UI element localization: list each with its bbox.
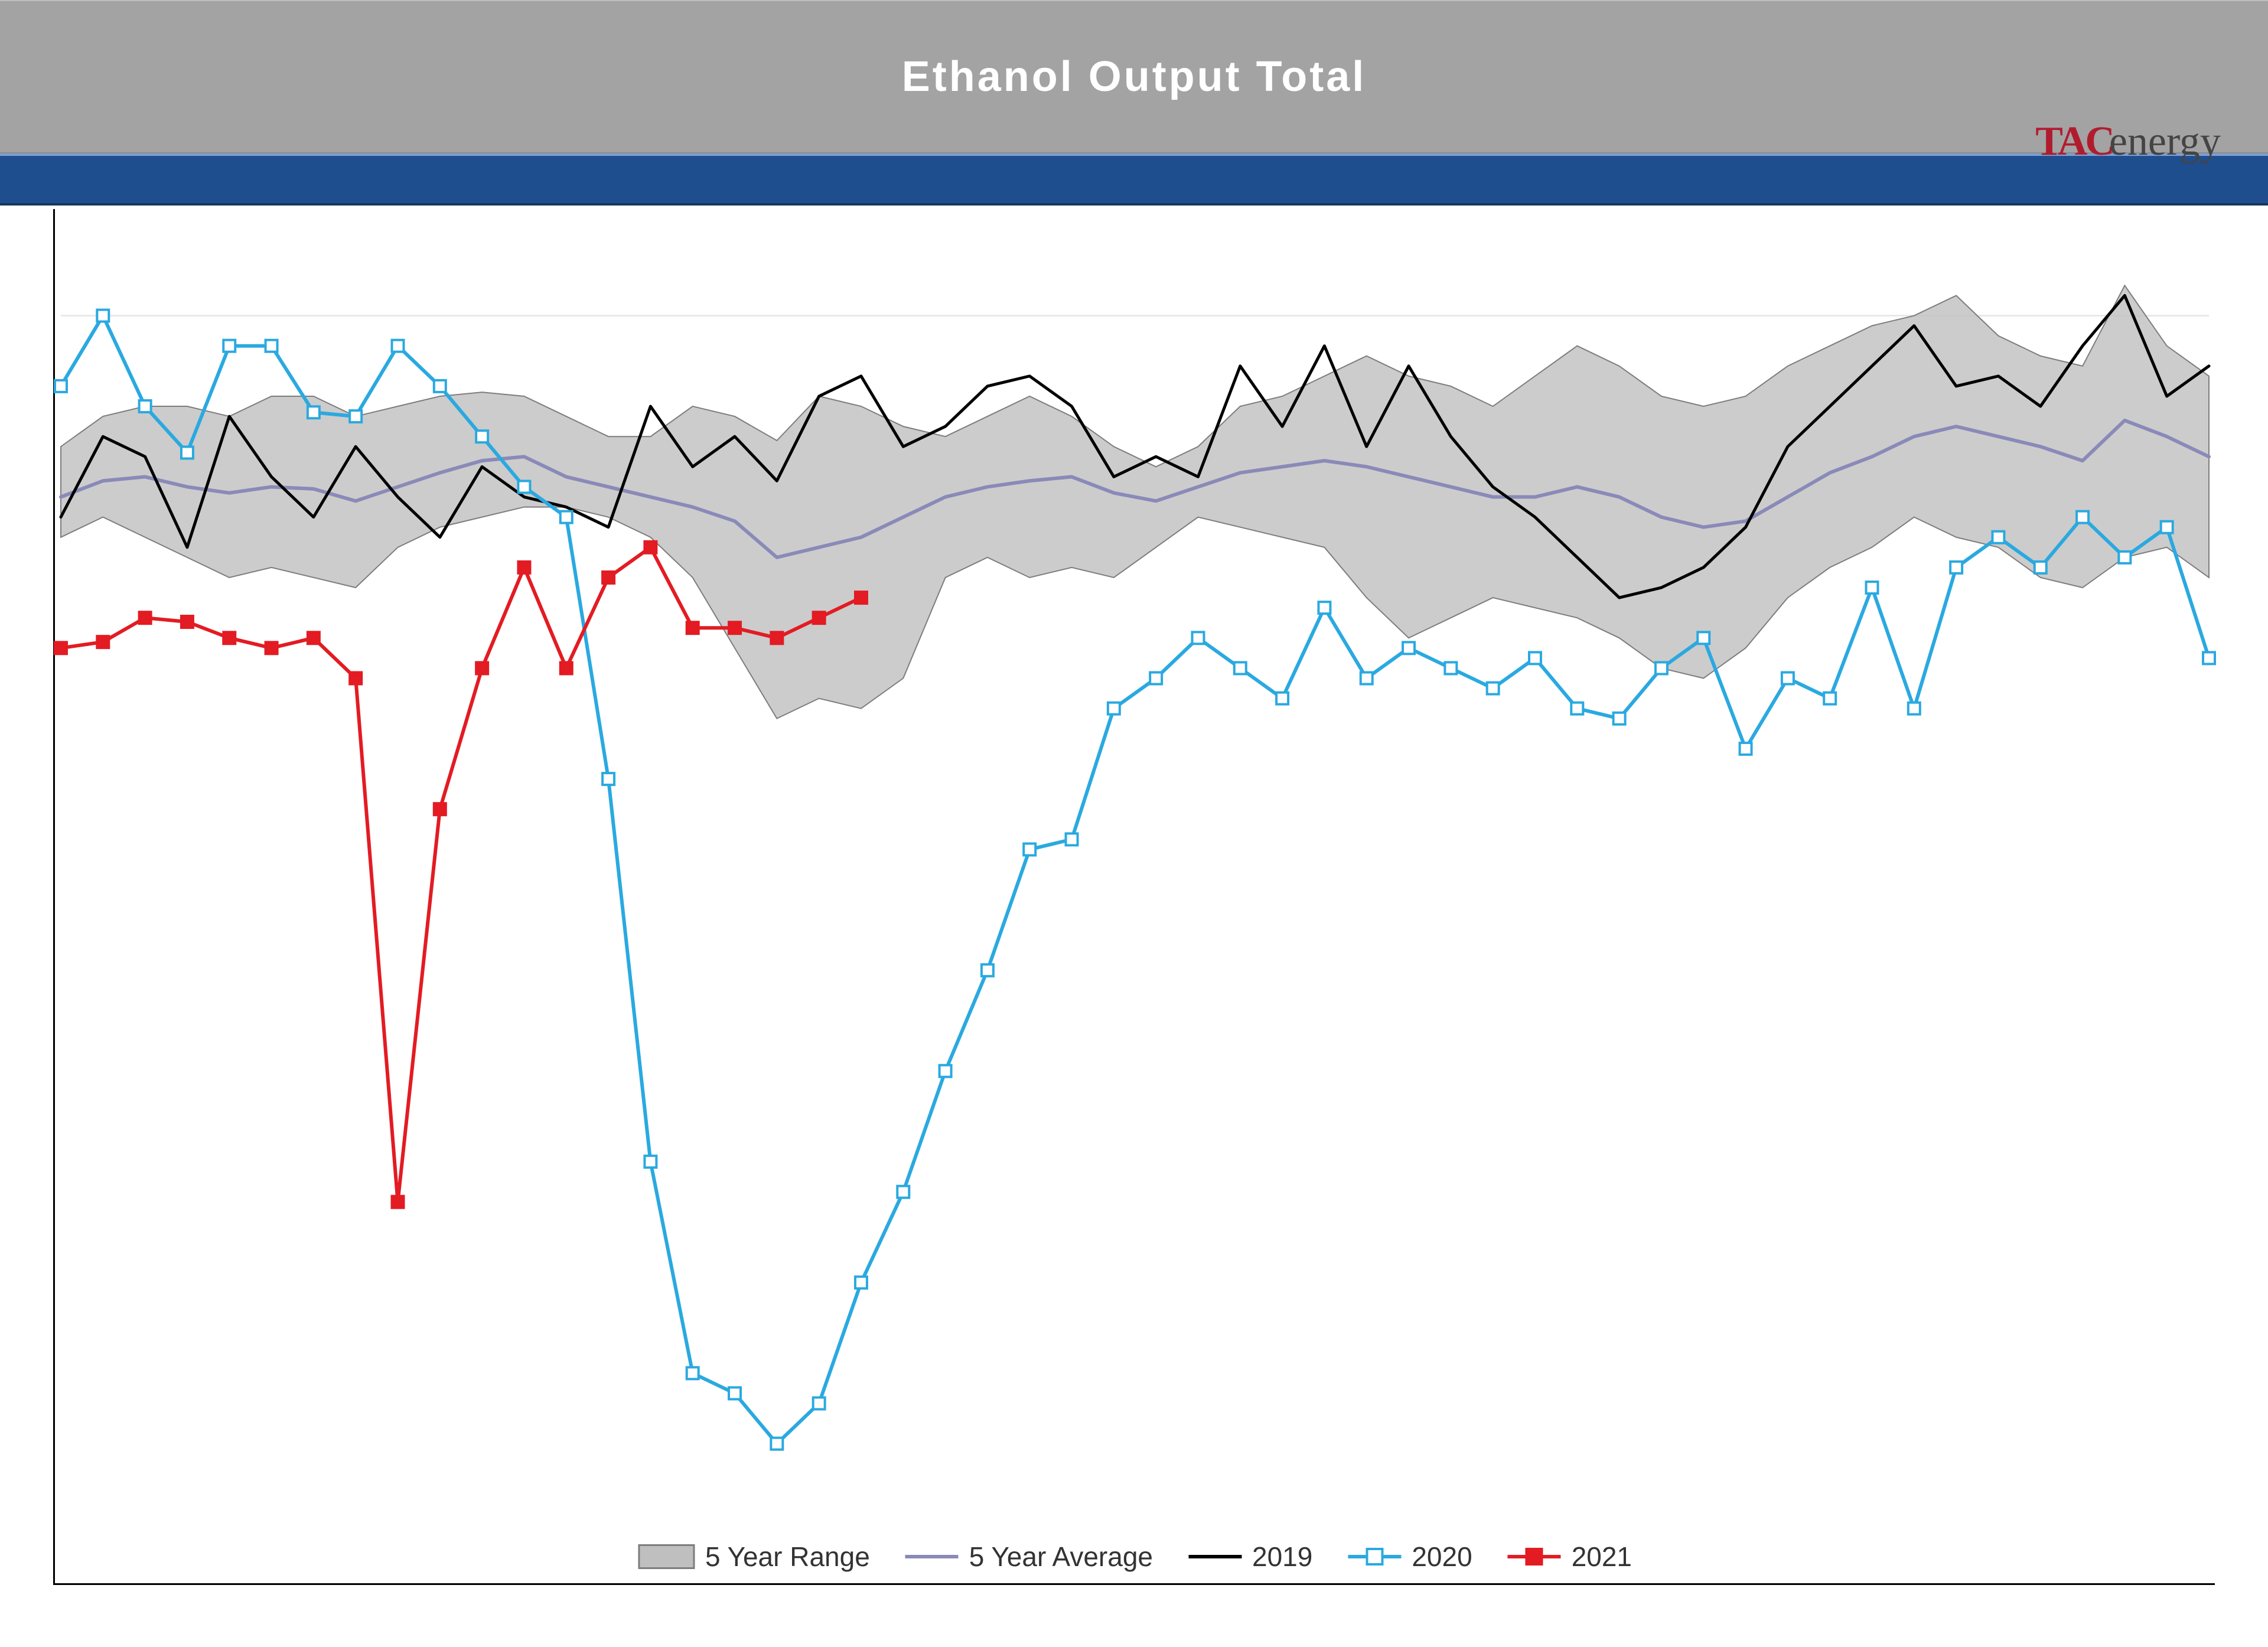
legend-item-2019: 2019 <box>1188 1541 1312 1573</box>
legend-label: 5 Year Range <box>705 1541 870 1573</box>
plot-area: 5 Year Range 5 Year Average 2019 2020 <box>53 209 2215 1585</box>
legend: 5 Year Range 5 Year Average 2019 2020 <box>631 1537 1639 1576</box>
legend-swatch-line <box>905 1555 959 1558</box>
legend-swatch-marker <box>1508 1555 1561 1558</box>
legend-item-2021: 2021 <box>1508 1541 1632 1573</box>
legend-label: 2019 <box>1252 1541 1312 1573</box>
header-bar: Ethanol Output Total <box>0 0 2268 154</box>
legend-swatch-line <box>1188 1555 1241 1558</box>
legend-item-range: 5 Year Range <box>638 1541 870 1573</box>
brand-logo: TACenergy <box>2035 118 2221 165</box>
legend-swatch-area <box>638 1544 695 1569</box>
chart-frame: Ethanol Output Total TACenergy 5 Year Ra… <box>0 0 2268 1647</box>
plot-svg <box>55 209 2215 1583</box>
brand-left: TAC <box>2035 119 2113 164</box>
legend-label: 2021 <box>1572 1541 1632 1573</box>
legend-label: 5 Year Average <box>969 1541 1153 1573</box>
header-band <box>0 154 2268 206</box>
legend-item-2020: 2020 <box>1348 1541 1472 1573</box>
legend-label: 2020 <box>1412 1541 1472 1573</box>
legend-swatch-marker <box>1348 1555 1401 1558</box>
brand-right: energy <box>2109 119 2221 164</box>
legend-item-avg: 5 Year Average <box>905 1541 1153 1573</box>
chart-title: Ethanol Output Total <box>902 53 1367 101</box>
